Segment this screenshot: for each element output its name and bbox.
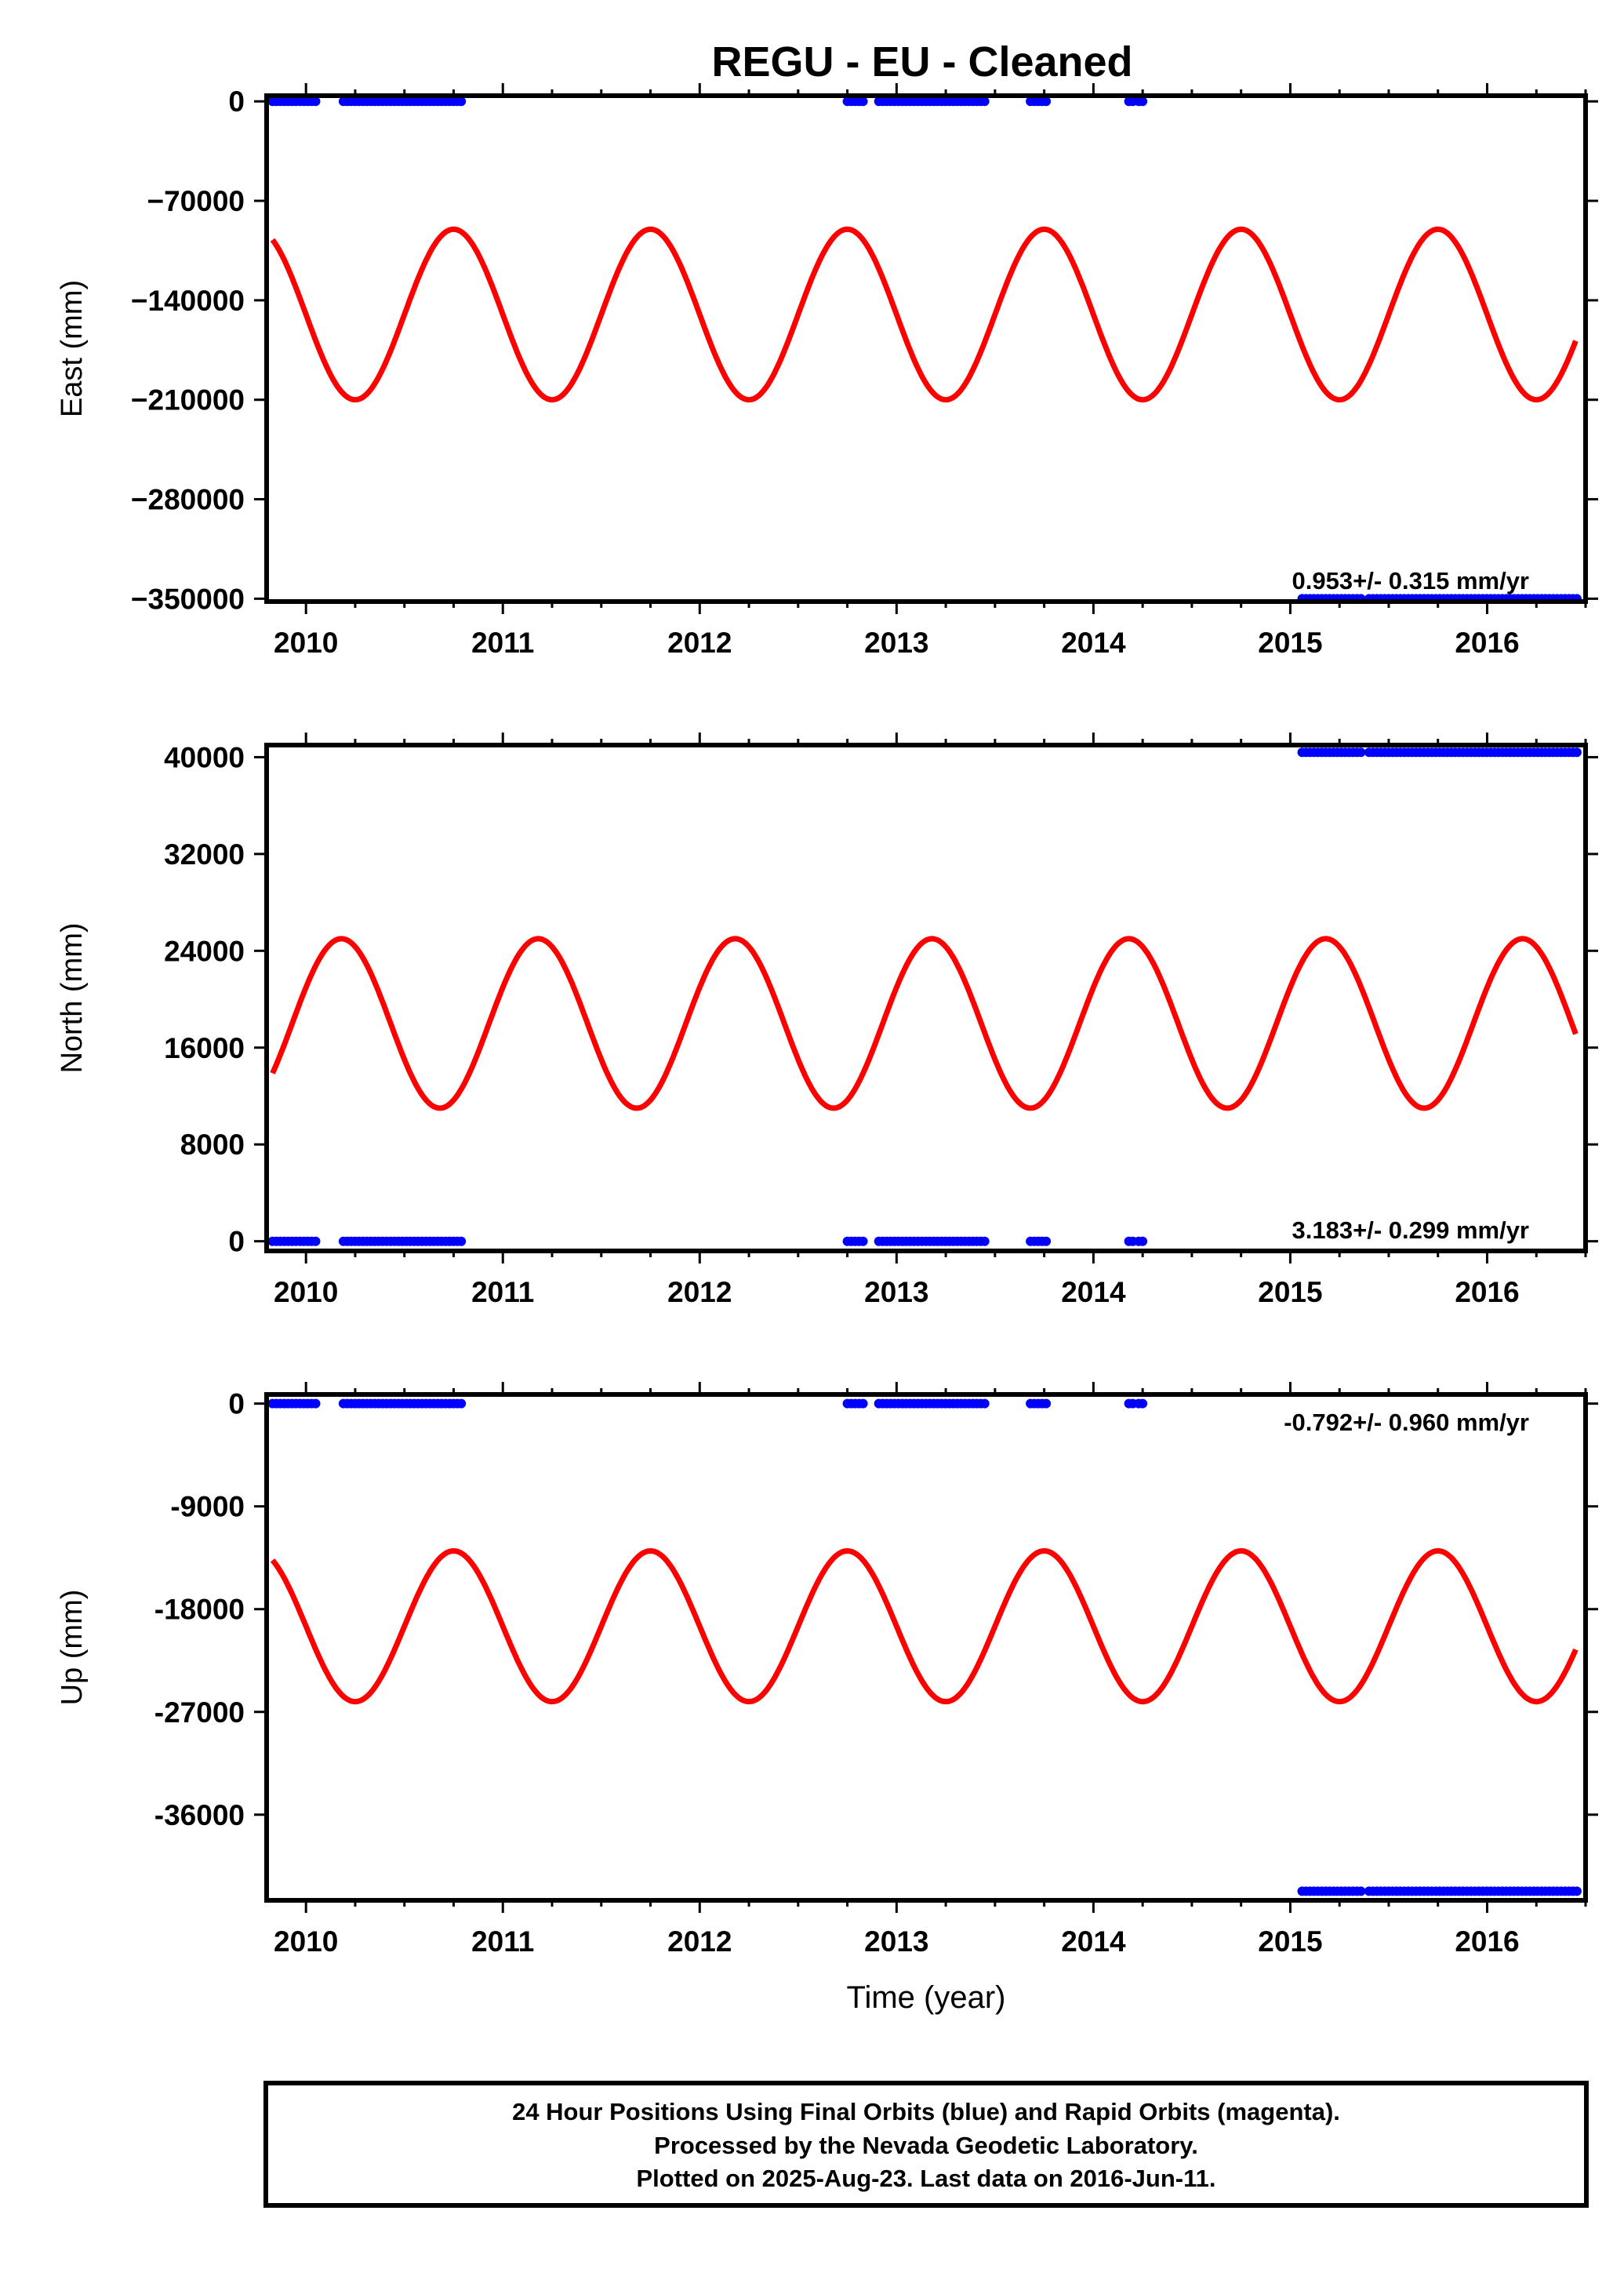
data-point (1571, 747, 1582, 758)
data-point (858, 1236, 868, 1246)
x-tick-label: 2012 (667, 1276, 732, 1308)
x-tick-label: 2011 (471, 627, 534, 659)
y-tick-label: -36000 (154, 1799, 245, 1831)
y-axis-label: East (mm) (56, 280, 89, 417)
x-tick-label: 2015 (1258, 627, 1322, 659)
data-point (1138, 1398, 1148, 1409)
data-point (1138, 96, 1148, 107)
x-tick-label: 2016 (1455, 1276, 1519, 1308)
data-point (1138, 1236, 1148, 1246)
data-point (1356, 1886, 1366, 1896)
y-tick-label: 32000 (164, 838, 245, 871)
x-tick-label: 2014 (1061, 1276, 1126, 1308)
x-tick-label: 2010 (274, 1925, 338, 1958)
data-point (1571, 1886, 1582, 1896)
data-point (979, 1236, 990, 1246)
y-tick-label: −280000 (131, 484, 245, 516)
data-point (311, 1398, 321, 1409)
y-tick-label: -18000 (154, 1594, 245, 1626)
x-axis-label: Time (year) (847, 1980, 1006, 2015)
data-point (456, 96, 467, 107)
panels: 0 −70000 −140000 −210000 −280000 −350000 2010 2… (56, 83, 1598, 2015)
plot-frame (264, 93, 1588, 604)
data-point (858, 96, 868, 107)
y-tick-label: 16000 (164, 1032, 245, 1064)
y-tick-label: 0 (228, 1226, 245, 1258)
model-curve (270, 226, 1579, 403)
data-point (979, 1398, 990, 1409)
footer-line-2: Processed by the Nevada Geodetic Laborat… (654, 2132, 1198, 2159)
data-point (979, 96, 990, 107)
panel-1: 0 −70000 −140000 −210000 −280000 −350000 2010 2… (56, 83, 1598, 659)
data-point (456, 1236, 467, 1246)
x-tick-label: 2016 (1455, 627, 1519, 659)
x-tick-label: 2010 (274, 627, 338, 659)
x-tick-label: 2016 (1455, 1925, 1519, 1958)
plot-area (267, 1398, 1582, 1896)
data-point (1041, 96, 1052, 107)
y-tick-label: -27000 (154, 1696, 245, 1729)
y-tick-label: 40000 (164, 741, 245, 773)
y-tick-label: −350000 (131, 583, 245, 615)
rate-label: 0.953+/- 0.315 mm/yr (1292, 567, 1529, 594)
y-tick-label: −70000 (147, 185, 245, 217)
footer-line-1: 24 Hour Positions Using Final Orbits (bl… (512, 2098, 1340, 2125)
plot-frame (264, 743, 1588, 1253)
rate-label: 3.183+/- 0.299 mm/yr (1292, 1216, 1529, 1244)
x-tick-label: 2013 (864, 1276, 928, 1308)
chart-title: REGU - EU - Cleaned (711, 38, 1132, 85)
data-point (311, 96, 321, 107)
data-point (1041, 1398, 1052, 1409)
plot-area (267, 747, 1582, 1246)
y-tick-label: 0 (228, 85, 245, 118)
data-point (858, 1398, 868, 1409)
x-tick-label: 2014 (1061, 1925, 1126, 1958)
footer-line-3: Plotted on 2025-Aug-23. Last data on 201… (636, 2165, 1215, 2192)
x-tick-label: 2013 (864, 627, 928, 659)
y-axis-label: Up (mm) (56, 1590, 89, 1706)
y-tick-label: 24000 (164, 935, 245, 967)
panel-2: 40000 32000 24000 16000 8000 0 2010 2011 2012 201… (56, 733, 1598, 1308)
x-tick-label: 2011 (471, 1925, 534, 1958)
y-axis-label: North (mm) (56, 922, 89, 1073)
data-point (311, 1236, 321, 1246)
y-tick-label: −140000 (131, 285, 245, 317)
rate-label: -0.792+/- 0.960 mm/yr (1284, 1409, 1529, 1436)
x-tick-label: 2010 (274, 1276, 338, 1308)
x-tick-label: 2014 (1061, 627, 1126, 659)
y-tick-label: -9000 (170, 1491, 245, 1523)
y-tick-label: 0 (228, 1388, 245, 1420)
data-point (456, 1398, 467, 1409)
x-tick-label: 2011 (471, 1276, 534, 1308)
y-tick-label: 8000 (180, 1129, 245, 1161)
plot-frame (264, 1392, 1588, 1903)
x-tick-label: 2013 (864, 1925, 928, 1958)
footer-box (263, 2081, 1589, 2208)
model-curve (270, 1548, 1579, 1705)
y-tick-label: −210000 (131, 384, 245, 416)
data-point (1041, 1236, 1052, 1246)
data-point (1356, 747, 1366, 758)
x-tick-label: 2015 (1258, 1925, 1322, 1958)
x-tick-label: 2012 (667, 627, 732, 659)
plot-area (267, 96, 1582, 602)
x-tick-label: 2015 (1258, 1276, 1322, 1308)
model-curve (270, 936, 1579, 1111)
x-tick-label: 2012 (667, 1925, 732, 1958)
panel-3: 0 -9000 -18000 -27000 -36000 2010 2011 2012 2013… (56, 1382, 1598, 2015)
